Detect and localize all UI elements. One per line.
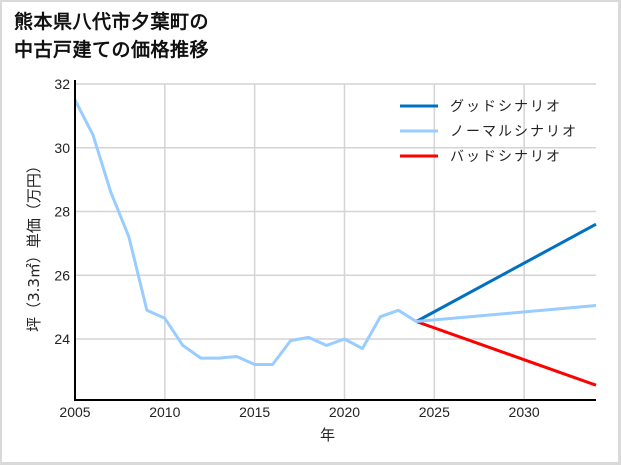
legend-label: バッドシナリオ [450,149,562,165]
x-tick-label: 2025 [419,404,450,420]
x-tick-label: 2020 [329,404,360,420]
title-line-2: 中古戸建ての価格推移 [14,39,210,61]
x-tick-label: 2005 [59,404,90,420]
x-axis-label: 年 [320,426,335,444]
y-axis-label: 坪（3.3㎡）単価（万円） [25,158,43,332]
y-tick-label: 26 [54,267,70,283]
y-tick-label: 24 [54,331,70,347]
chart-title: 熊本県八代市夕葉町の 中古戸建ての価格推移 [14,8,209,64]
legend-label: ノーマルシナリオ [450,124,578,140]
legend-label: グッドシナリオ [450,99,562,115]
y-tick-label: 30 [54,140,70,156]
title-line-1: 熊本県八代市夕葉町の [14,11,210,33]
series-line [415,320,597,387]
series-line [73,99,597,366]
x-tick-label: 2015 [239,404,270,420]
series-line [415,222,597,323]
x-tick-label: 2030 [509,404,540,420]
y-tick-label: 32 [54,76,70,92]
y-tick-label: 28 [54,204,70,220]
x-tick-label: 2010 [149,404,180,420]
